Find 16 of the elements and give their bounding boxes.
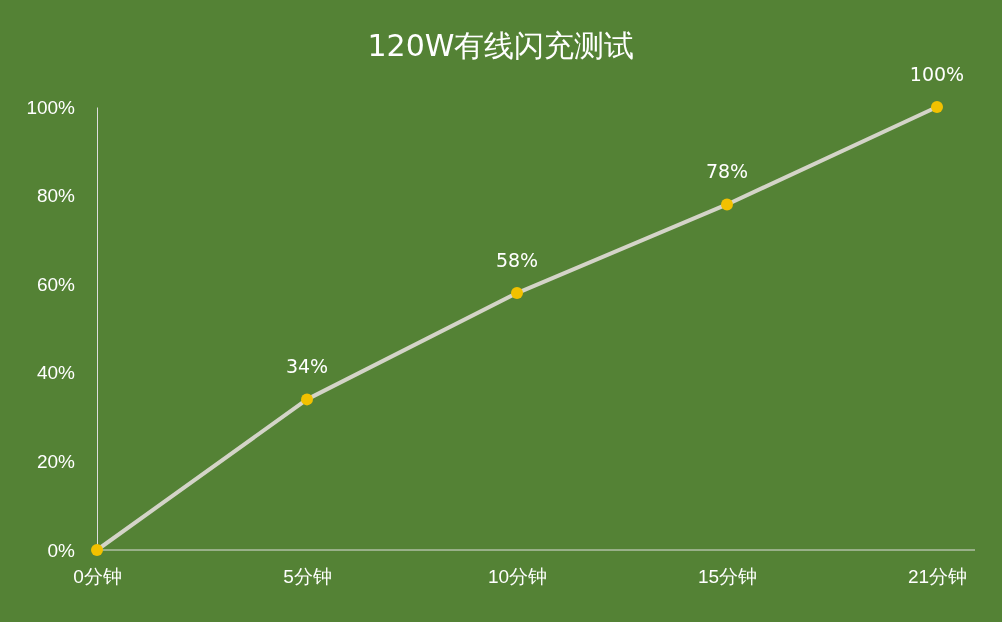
x-tick-label: 10分钟 (487, 566, 548, 588)
x-tick-label: 21分钟 (907, 566, 968, 588)
y-tick-label: 80% (36, 185, 76, 207)
x-tick-label: 15分钟 (697, 566, 758, 588)
data-label: 100% (909, 63, 965, 85)
x-tick-label: 0分钟 (73, 566, 122, 588)
x-tick-label: 5分钟 (283, 566, 332, 588)
y-tick-label: 40% (36, 362, 76, 384)
y-tick-label: 100% (26, 96, 76, 118)
y-tick-label: 60% (36, 273, 76, 295)
chart-title: 120W有线闪充测试 (367, 28, 635, 63)
y-tick-label: 0% (47, 539, 76, 561)
data-label: 34% (285, 355, 329, 378)
y-tick-label: 20% (36, 450, 76, 472)
data-label: 78% (705, 160, 749, 183)
data-label: 58% (495, 249, 539, 272)
